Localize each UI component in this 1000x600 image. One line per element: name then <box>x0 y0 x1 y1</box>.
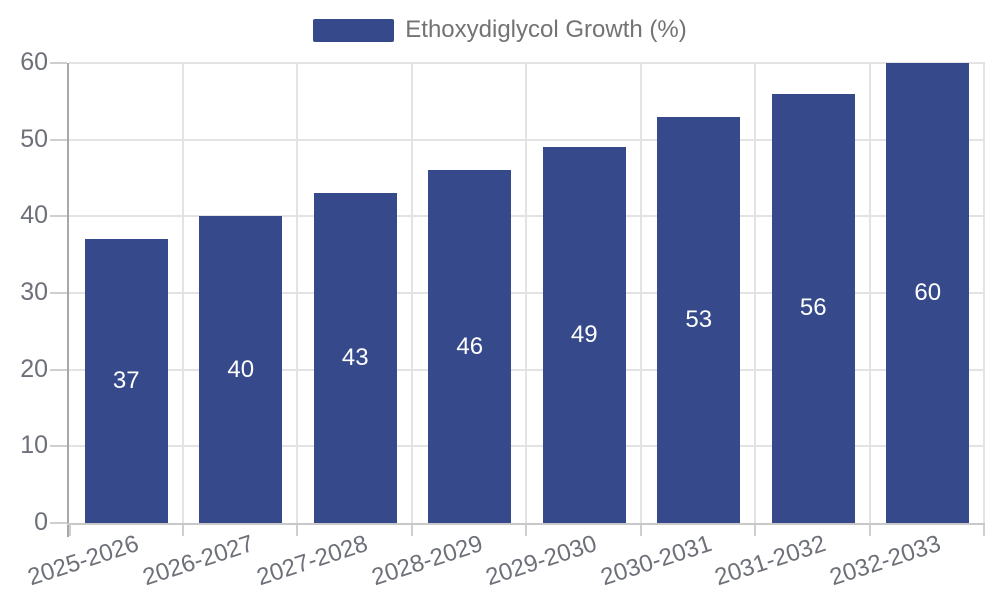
x-axis-tick <box>296 525 298 536</box>
grid-line-vertical <box>868 63 871 523</box>
x-axis-tick <box>69 525 71 536</box>
grid-line-horizontal <box>69 368 985 371</box>
y-tick-label: 60 <box>20 48 48 76</box>
y-axis-tick <box>50 368 67 371</box>
grid-line-horizontal <box>69 138 985 141</box>
bar[interactable]: 49 <box>542 147 626 523</box>
y-axis-tick <box>50 522 67 524</box>
x-axis-tick <box>868 525 871 536</box>
bar[interactable]: 37 <box>84 239 168 523</box>
grid-line-horizontal <box>69 215 985 218</box>
y-axis-tick <box>50 62 67 64</box>
bar-value-label: 49 <box>570 321 598 349</box>
y-axis-tick <box>50 292 67 294</box>
bar-value-label: 56 <box>799 294 827 322</box>
grid-line-vertical <box>639 63 642 523</box>
grid-line-vertical <box>525 63 527 523</box>
y-axis-tick <box>50 138 67 141</box>
y-tick-label: 40 <box>20 201 48 230</box>
bar[interactable]: 53 <box>657 116 741 523</box>
bar-value-label: 53 <box>685 305 713 333</box>
grid-line-horizontal <box>69 62 985 64</box>
x-axis-tick <box>754 525 756 536</box>
y-tick-label: 50 <box>20 124 48 153</box>
bar[interactable]: 56 <box>771 93 855 523</box>
legend-item[interactable]: Ethoxydiglycol Growth (%) <box>0 17 1000 43</box>
x-axis-tick <box>525 525 527 536</box>
bar-value-label: 46 <box>456 332 484 360</box>
y-tick-label: 0 <box>34 508 48 536</box>
bar[interactable]: 46 <box>428 170 512 523</box>
y-axis-tick <box>50 215 67 218</box>
bar[interactable]: 60 <box>886 63 970 523</box>
grid-line-vertical <box>754 63 756 523</box>
plot-area: 0 10 20 30 40 50 60 37 40 43 46 49 53 56 60 2025-2026 20… <box>20 50 985 591</box>
x-axis-line <box>67 523 985 525</box>
y-tick-label: 30 <box>20 278 48 306</box>
bar-value-label: 37 <box>112 367 140 395</box>
bar-value-label: 43 <box>341 344 369 372</box>
grid-line-vertical <box>181 63 184 523</box>
bar-value-label: 40 <box>227 355 255 383</box>
grid-line-vertical <box>410 63 413 523</box>
grid-line-horizontal <box>69 445 985 448</box>
bar[interactable]: 40 <box>199 216 283 523</box>
y-axis-tick <box>50 445 67 448</box>
x-axis-tick <box>639 525 642 536</box>
bar-value-label: 60 <box>914 279 942 306</box>
grid-line-horizontal <box>69 292 985 294</box>
legend-swatch <box>313 18 395 42</box>
y-tick-label: 10 <box>20 431 48 460</box>
x-axis-tick <box>410 525 413 536</box>
y-axis-line <box>67 63 69 537</box>
grid-line-vertical <box>983 63 985 523</box>
x-axis-tick <box>181 525 184 536</box>
y-tick-label: 20 <box>20 354 48 383</box>
bar[interactable]: 43 <box>313 193 397 523</box>
legend-label: Ethoxydiglycol Growth (%) <box>405 16 687 43</box>
x-axis-tick <box>983 525 985 536</box>
grid-line-vertical <box>296 63 298 523</box>
